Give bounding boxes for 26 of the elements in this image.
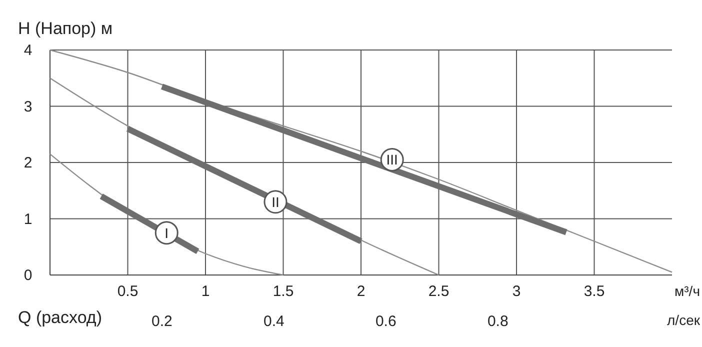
x2-tick-label: 0.8 — [487, 313, 508, 330]
x-axis-title: м³/ч — [674, 283, 700, 299]
annotation: I — [164, 224, 169, 241]
x-tick-label: 0.5 — [117, 283, 138, 300]
y-tick-label: 3 — [24, 98, 32, 116]
text: Q (расход) — [18, 308, 102, 327]
x2-tick-label: 0.6 — [375, 313, 396, 330]
y-axis-title: H (Напор) м — [18, 19, 113, 38]
x-tick-label: 2 — [356, 283, 366, 300]
circled-label: III — [380, 148, 404, 172]
x2-tick-label: 0.4 — [264, 313, 284, 330]
x2-tick-label: 0.2 — [152, 313, 172, 330]
annotation: III — [386, 152, 398, 168]
x2-axis-title: л/сек — [667, 312, 701, 328]
x-tick-label: 3 — [512, 283, 521, 300]
x-tick-label: 3.5 — [584, 283, 605, 300]
y-tick-label: 1 — [24, 210, 32, 228]
y-tick-label: 4 — [24, 42, 32, 59]
circled-label: II — [264, 190, 288, 214]
x-tick-label: 2.5 — [428, 283, 450, 300]
annotation: II — [272, 194, 280, 210]
y-tick-label: 2 — [24, 154, 32, 172]
x-tick-label: 1.5 — [272, 283, 294, 300]
y-tick-label: 0 — [24, 267, 32, 284]
x-tick-label: 1 — [201, 283, 210, 300]
circled-label: I — [154, 221, 178, 245]
